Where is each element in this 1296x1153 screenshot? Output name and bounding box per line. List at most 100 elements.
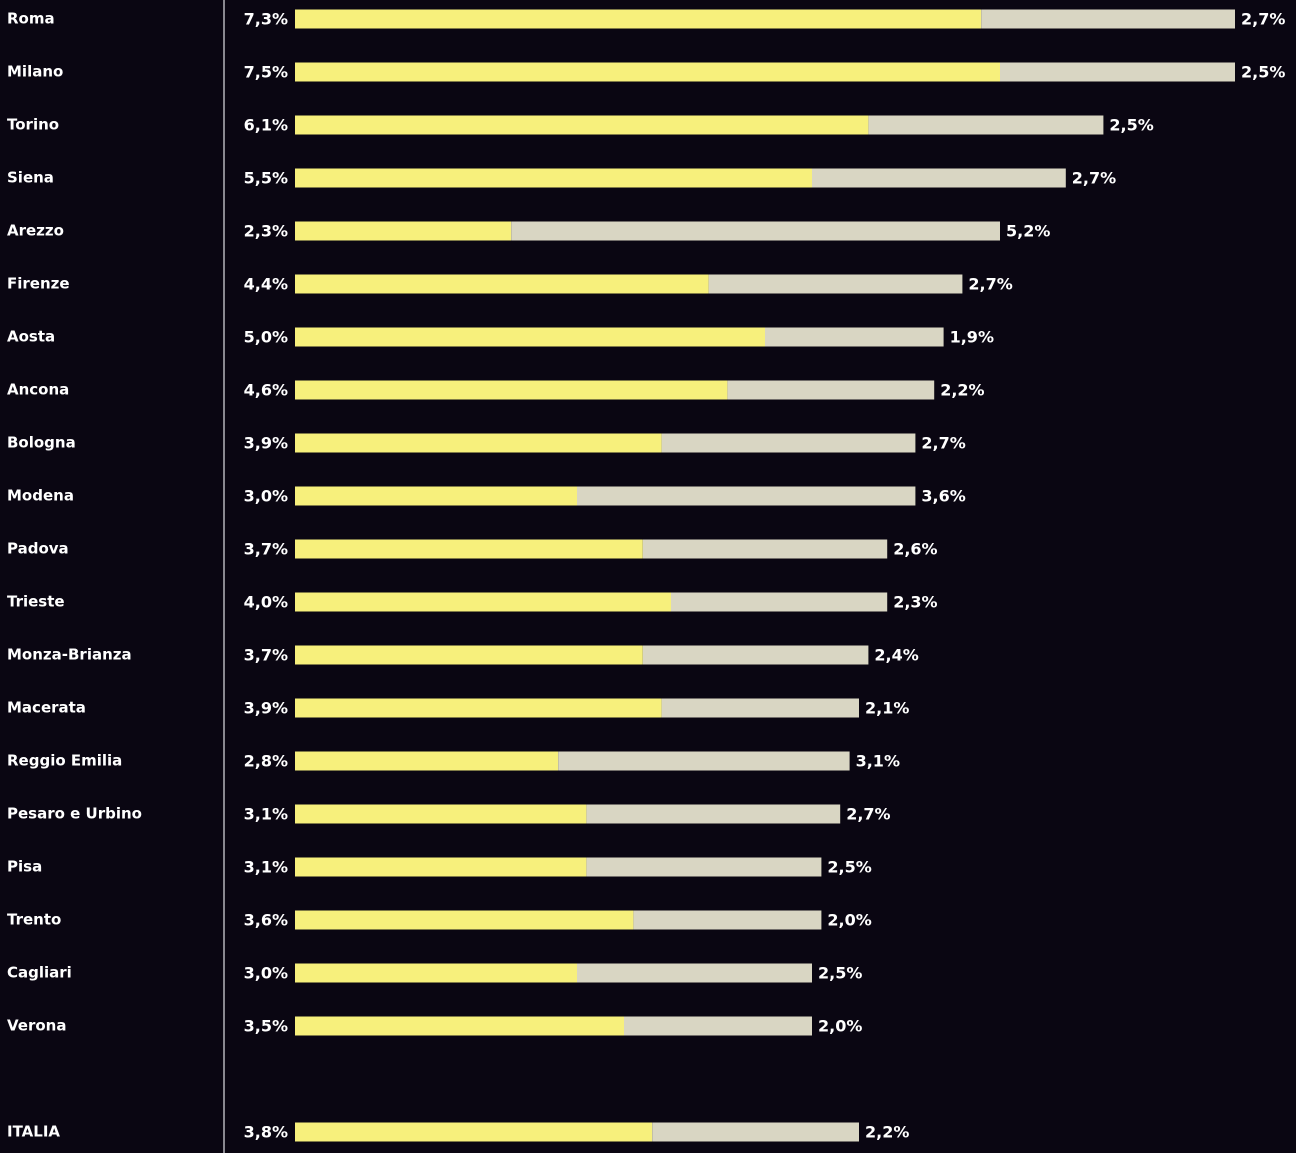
value-label: 2,5% bbox=[827, 858, 871, 877]
bar-segment bbox=[981, 9, 1235, 29]
category-label: Monza-Brianza bbox=[7, 646, 132, 664]
bar-segment bbox=[295, 9, 982, 29]
value-label: 3,1% bbox=[244, 858, 288, 877]
value-label: 2,6% bbox=[893, 540, 937, 559]
value-label: 3,0% bbox=[244, 487, 288, 506]
bar-segment bbox=[295, 168, 812, 188]
bar-segment bbox=[661, 433, 916, 453]
value-label: 3,6% bbox=[921, 487, 965, 506]
value-label: 3,9% bbox=[244, 434, 288, 453]
bar-segment bbox=[295, 433, 662, 453]
bar-segment bbox=[295, 539, 643, 559]
bar-segment bbox=[558, 751, 850, 771]
value-label: 2,5% bbox=[818, 964, 862, 983]
category-label: Trieste bbox=[7, 593, 65, 611]
value-label: 2,2% bbox=[940, 381, 984, 400]
category-label: Pesaro e Urbino bbox=[7, 805, 142, 823]
category-label: Modena bbox=[7, 487, 74, 505]
bar-segment bbox=[295, 857, 587, 877]
bar-segment bbox=[624, 1016, 812, 1036]
category-label: ITALIA bbox=[7, 1123, 60, 1141]
value-label: 2,7% bbox=[968, 275, 1012, 294]
category-label: Firenze bbox=[7, 275, 70, 293]
bar-segment bbox=[295, 221, 512, 241]
bar-segment bbox=[586, 857, 822, 877]
bar-segment bbox=[708, 274, 963, 294]
bar-segment bbox=[295, 1122, 653, 1142]
value-label: 2,0% bbox=[827, 911, 871, 930]
value-label: 2,2% bbox=[865, 1123, 909, 1142]
bar-segment bbox=[868, 115, 1104, 135]
value-label: 4,6% bbox=[244, 381, 288, 400]
bar-segment bbox=[1000, 62, 1235, 82]
category-label: Verona bbox=[7, 1017, 66, 1035]
value-label: 2,3% bbox=[244, 222, 288, 241]
category-label: Ancona bbox=[7, 381, 69, 399]
category-label: Siena bbox=[7, 169, 54, 187]
value-label: 2,4% bbox=[874, 646, 918, 665]
value-label: 3,0% bbox=[244, 964, 288, 983]
bar-segment bbox=[295, 751, 559, 771]
value-label: 2,7% bbox=[921, 434, 965, 453]
value-label: 5,0% bbox=[244, 328, 288, 347]
value-label: 7,5% bbox=[244, 63, 288, 82]
category-label: Reggio Emilia bbox=[7, 752, 122, 770]
bar-segment bbox=[765, 327, 944, 347]
bar-segment bbox=[295, 115, 869, 135]
bar-segment bbox=[295, 963, 577, 983]
bar-segment bbox=[633, 910, 822, 930]
category-label: Bologna bbox=[7, 434, 76, 452]
value-label: 2,5% bbox=[1109, 116, 1153, 135]
bar-segment bbox=[642, 645, 869, 665]
category-label: Arezzo bbox=[7, 222, 64, 240]
bar-segment bbox=[295, 910, 634, 930]
value-label: 2,5% bbox=[1241, 63, 1285, 82]
category-label: Pisa bbox=[7, 858, 42, 876]
value-label: 5,2% bbox=[1006, 222, 1050, 241]
category-label: Cagliari bbox=[7, 964, 72, 982]
value-label: 7,3% bbox=[244, 10, 288, 29]
value-label: 6,1% bbox=[244, 116, 288, 135]
bar-segment bbox=[652, 1122, 859, 1142]
bar-segment bbox=[295, 698, 662, 718]
bar-segment bbox=[295, 62, 1000, 82]
value-label: 3,1% bbox=[244, 805, 288, 824]
bar-segment bbox=[295, 274, 709, 294]
category-label: Aosta bbox=[7, 328, 55, 346]
value-label: 4,4% bbox=[244, 275, 288, 294]
value-label: 3,6% bbox=[244, 911, 288, 930]
category-label: Torino bbox=[7, 116, 59, 134]
value-label: 4,0% bbox=[244, 593, 288, 612]
bar-segment bbox=[295, 486, 577, 506]
bar-segment bbox=[661, 698, 859, 718]
value-label: 5,5% bbox=[244, 169, 288, 188]
bar-segment bbox=[295, 592, 671, 612]
value-label: 1,9% bbox=[950, 328, 994, 347]
category-label: Roma bbox=[7, 10, 55, 28]
bar-segment bbox=[295, 380, 728, 400]
bar-segment bbox=[577, 963, 812, 983]
bar-segment bbox=[295, 1016, 624, 1036]
bar-segment bbox=[812, 168, 1066, 188]
bar-segment bbox=[577, 486, 916, 506]
value-label: 2,3% bbox=[893, 593, 937, 612]
category-label: Padova bbox=[7, 540, 69, 558]
value-label: 3,5% bbox=[244, 1017, 288, 1036]
value-label: 3,7% bbox=[244, 540, 288, 559]
bar-segment bbox=[295, 645, 643, 665]
bar-segment bbox=[295, 327, 765, 347]
bar-segment bbox=[727, 380, 935, 400]
value-label: 2,7% bbox=[846, 805, 890, 824]
value-label: 2,7% bbox=[1241, 10, 1285, 29]
value-label: 3,7% bbox=[244, 646, 288, 665]
value-label: 3,9% bbox=[244, 699, 288, 718]
value-label: 2,8% bbox=[244, 752, 288, 771]
category-label: Milano bbox=[7, 63, 63, 81]
bar-segment bbox=[586, 804, 841, 824]
bar-segment bbox=[511, 221, 1000, 241]
category-label: Trento bbox=[7, 911, 61, 929]
value-label: 2,0% bbox=[818, 1017, 862, 1036]
value-label: 3,8% bbox=[244, 1123, 288, 1142]
